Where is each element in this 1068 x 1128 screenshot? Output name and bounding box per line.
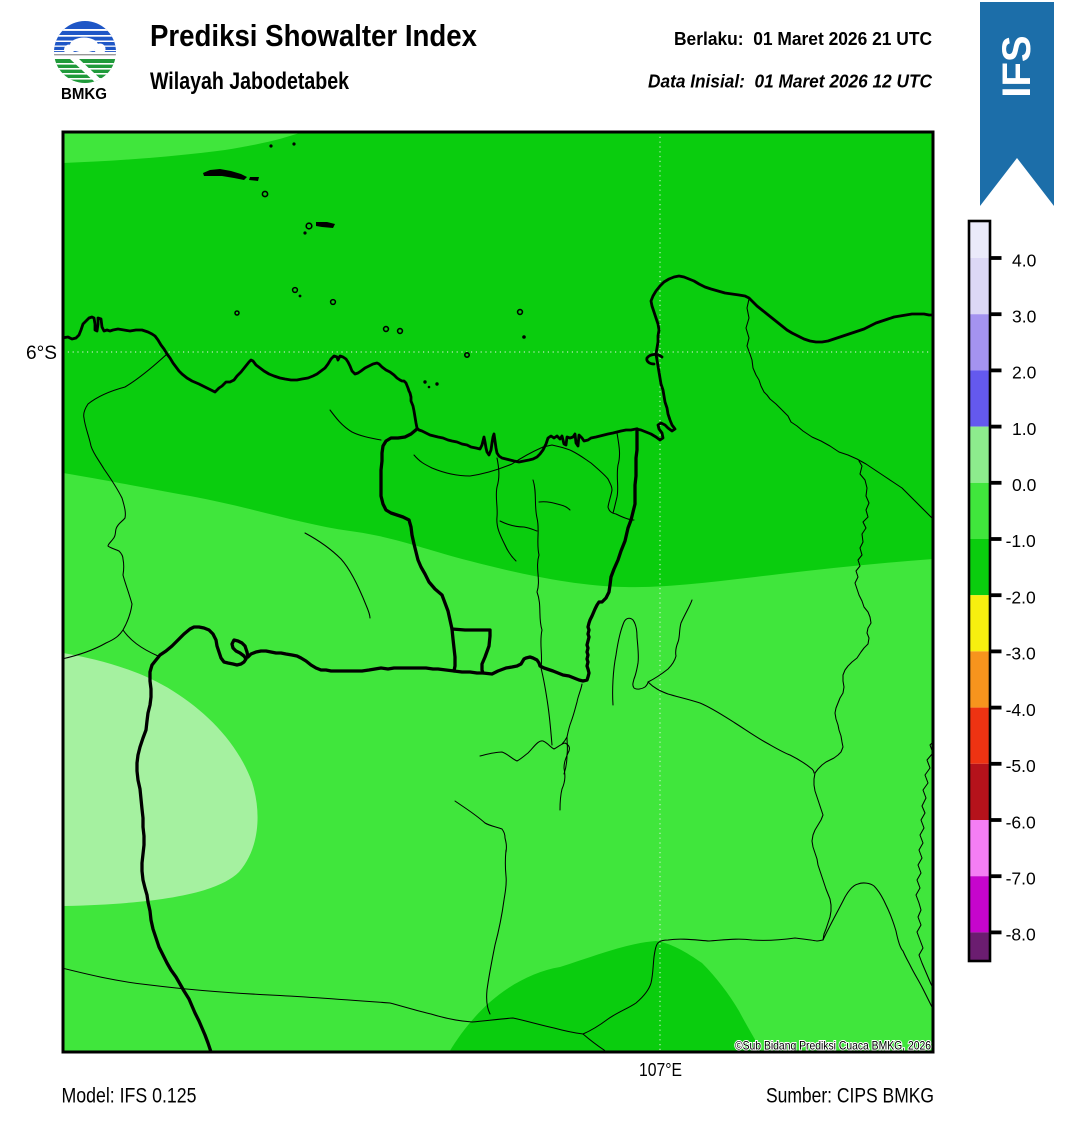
svg-text:IFS: IFS bbox=[995, 35, 1039, 97]
svg-text:©Sub Bidang Prediksi Cuaca BMK: ©Sub Bidang Prediksi Cuaca BMKG, 2026 bbox=[735, 1039, 931, 1053]
svg-text:-8.0: -8.0 bbox=[1006, 925, 1036, 945]
svg-text:BMKG: BMKG bbox=[61, 86, 107, 103]
svg-text:2.0: 2.0 bbox=[1012, 363, 1037, 383]
svg-text:Berlaku: 01 Maret 2026 21 UTC: Berlaku: 01 Maret 2026 21 UTC bbox=[674, 28, 932, 49]
svg-text:4.0: 4.0 bbox=[1012, 251, 1037, 271]
svg-text:1.0: 1.0 bbox=[1012, 419, 1037, 439]
svg-text:6°S: 6°S bbox=[26, 342, 57, 364]
svg-text:3.0: 3.0 bbox=[1012, 307, 1037, 327]
svg-text:Data Inisial: 01 Maret 2026 1: Data Inisial: 01 Maret 2026 12 UTC bbox=[648, 71, 933, 92]
svg-text:-1.0: -1.0 bbox=[1006, 531, 1036, 551]
svg-text:-4.0: -4.0 bbox=[1006, 700, 1036, 720]
svg-text:-3.0: -3.0 bbox=[1006, 644, 1036, 664]
svg-text:-7.0: -7.0 bbox=[1006, 869, 1036, 889]
svg-text:0.0: 0.0 bbox=[1012, 475, 1037, 495]
svg-text:-2.0: -2.0 bbox=[1006, 588, 1036, 608]
svg-text:-5.0: -5.0 bbox=[1006, 756, 1036, 776]
svg-text:Sumber: CIPS BMKG: Sumber: CIPS BMKG bbox=[766, 1084, 934, 1108]
svg-text:107°E: 107°E bbox=[639, 1060, 682, 1080]
svg-text:Model: IFS 0.125: Model: IFS 0.125 bbox=[62, 1084, 197, 1108]
svg-text:-6.0: -6.0 bbox=[1006, 813, 1036, 833]
svg-text:Prediksi Showalter Index: Prediksi Showalter Index bbox=[150, 18, 478, 53]
svg-text:Wilayah Jabodetabek: Wilayah Jabodetabek bbox=[150, 68, 350, 95]
